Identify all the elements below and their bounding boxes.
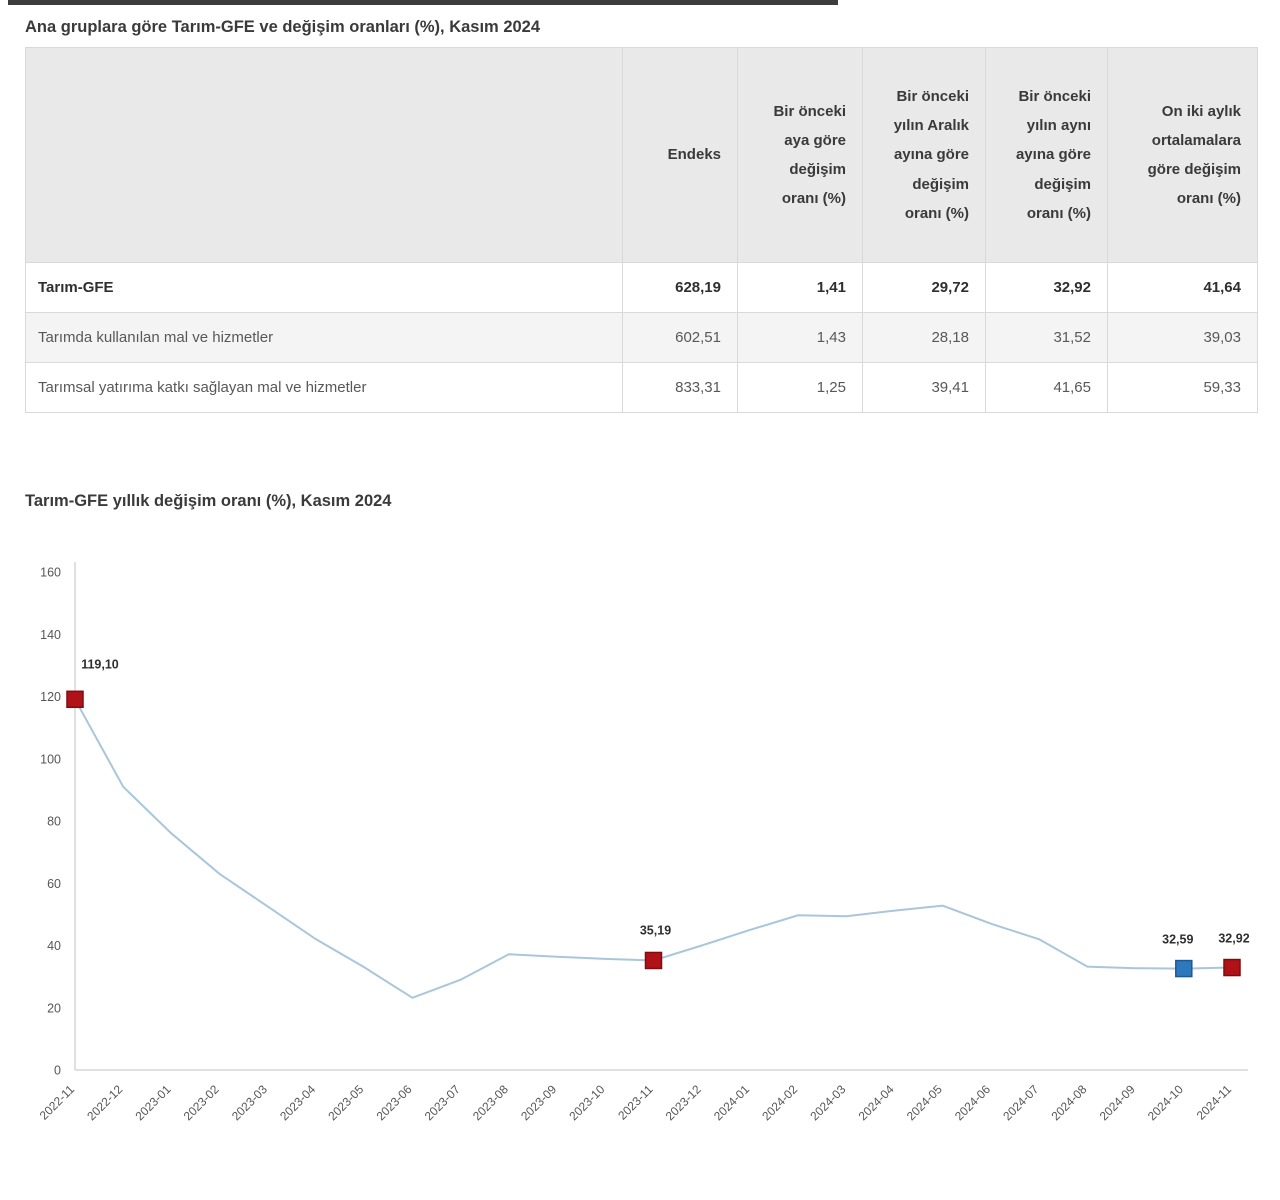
x-axis-tick-label: 2024-03	[807, 1082, 848, 1123]
cell-dec-change: 39,41	[862, 362, 986, 413]
cell-12m-avg-change: 59,33	[1107, 362, 1258, 413]
x-axis-tick-label: 2023-01	[132, 1082, 173, 1123]
x-axis-tick-label: 2024-07	[1000, 1082, 1041, 1123]
col-header-endeks: Endeks	[622, 47, 738, 263]
data-point-label: 32,59	[1162, 933, 1193, 947]
x-axis-tick-label: 2023-08	[470, 1082, 511, 1123]
x-axis-tick-label: 2024-01	[711, 1082, 752, 1123]
x-axis-tick-label: 2023-12	[663, 1082, 704, 1123]
x-axis-tick-label: 2022-11	[37, 1082, 78, 1123]
col-header-dec-change: Bir önceki yılın Aralık ayına göre değiş…	[862, 47, 986, 263]
data-point-label: 32,92	[1218, 932, 1249, 946]
cell-monthly-change: 1,43	[737, 312, 863, 363]
y-axis-tick-label: 80	[47, 815, 61, 829]
col-header-12m-avg-change: On iki aylık ortalamalara göre değişim o…	[1107, 47, 1258, 263]
cell-monthly-change: 1,41	[737, 262, 863, 313]
highlight-marker	[66, 690, 84, 709]
cell-endeks: 602,51	[622, 312, 738, 363]
cropped-top-bar	[8, 0, 838, 5]
chart-title: Tarım-GFE yıllık değişim oranı (%), Kası…	[25, 492, 392, 510]
x-axis-tick-label: 2024-10	[1145, 1082, 1186, 1123]
cell-monthly-change: 1,25	[737, 362, 863, 413]
table-header-row: Endeks Bir önceki aya göre değişim oranı…	[25, 47, 1258, 263]
cell-annual-change: 41,65	[985, 362, 1108, 413]
data-point-label: 35,19	[640, 923, 671, 937]
y-axis-tick-label: 120	[40, 690, 61, 704]
x-axis-tick-label: 2024-09	[1097, 1082, 1138, 1123]
x-axis-tick-label: 2024-04	[856, 1082, 897, 1123]
table-row: Tarımda kullanılan mal ve hizmetler 602,…	[25, 312, 1258, 363]
table-row: Tarımsal yatırıma katkı sağlayan mal ve …	[25, 362, 1258, 413]
x-axis-tick-label: 2023-03	[229, 1082, 270, 1123]
cell-annual-change: 31,52	[985, 312, 1108, 363]
cell-endeks: 833,31	[622, 362, 738, 413]
y-axis-tick-label: 40	[47, 939, 61, 953]
x-axis-tick-label: 2024-06	[952, 1082, 993, 1123]
x-axis-tick-label: 2023-04	[277, 1082, 318, 1123]
x-axis-tick-label: 2023-02	[181, 1082, 222, 1123]
x-axis-tick-label: 2024-11	[1194, 1082, 1235, 1123]
cell-12m-avg-change: 39,03	[1107, 312, 1258, 363]
row-label: Tarımsal yatırıma katkı sağlayan mal ve …	[25, 362, 623, 413]
row-label: Tarım-GFE	[25, 262, 623, 313]
index-table: Endeks Bir önceki aya göre değişim oranı…	[25, 47, 1258, 413]
y-axis-tick-label: 100	[40, 752, 61, 766]
cell-endeks: 628,19	[622, 262, 738, 313]
y-axis-tick-label: 20	[47, 1001, 61, 1015]
data-point-label: 119,10	[81, 657, 119, 671]
y-axis-tick-label: 160	[40, 566, 61, 580]
highlight-marker	[1175, 959, 1193, 978]
x-axis-tick-label: 2023-11	[615, 1082, 656, 1123]
x-axis-tick-label: 2022-12	[84, 1082, 125, 1123]
table-row: Tarım-GFE 628,19 1,41 29,72 32,92 41,64	[25, 262, 1258, 313]
cell-12m-avg-change: 41,64	[1107, 262, 1258, 313]
x-axis-tick-label: 2024-08	[1048, 1082, 1089, 1123]
x-axis-tick-label: 2024-05	[904, 1082, 945, 1123]
x-axis-tick-label: 2023-05	[325, 1082, 366, 1123]
x-axis-tick-label: 2023-06	[374, 1082, 415, 1123]
x-axis-tick-label: 2023-09	[518, 1082, 559, 1123]
col-header-annual-change: Bir önceki yılın aynı ayına göre değişim…	[985, 47, 1108, 263]
highlight-marker	[1223, 958, 1241, 977]
row-label: Tarımda kullanılan mal ve hizmetler	[25, 312, 623, 363]
y-axis-tick-label: 0	[54, 1064, 61, 1078]
col-header-empty	[25, 47, 623, 263]
y-axis-tick-label: 60	[47, 877, 61, 891]
cell-dec-change: 29,72	[862, 262, 986, 313]
x-axis-tick-label: 2023-10	[566, 1082, 607, 1123]
cell-dec-change: 28,18	[862, 312, 986, 363]
col-header-monthly-change: Bir önceki aya göre değişim oranı (%)	[737, 47, 863, 263]
x-axis-tick-label: 2023-07	[422, 1082, 463, 1123]
highlight-marker	[644, 951, 663, 970]
cell-annual-change: 32,92	[985, 262, 1108, 313]
x-axis-tick-label: 2024-02	[759, 1082, 800, 1123]
table-title: Ana gruplara göre Tarım-GFE ve değişim o…	[25, 18, 541, 36]
y-axis-tick-label: 140	[40, 628, 61, 642]
